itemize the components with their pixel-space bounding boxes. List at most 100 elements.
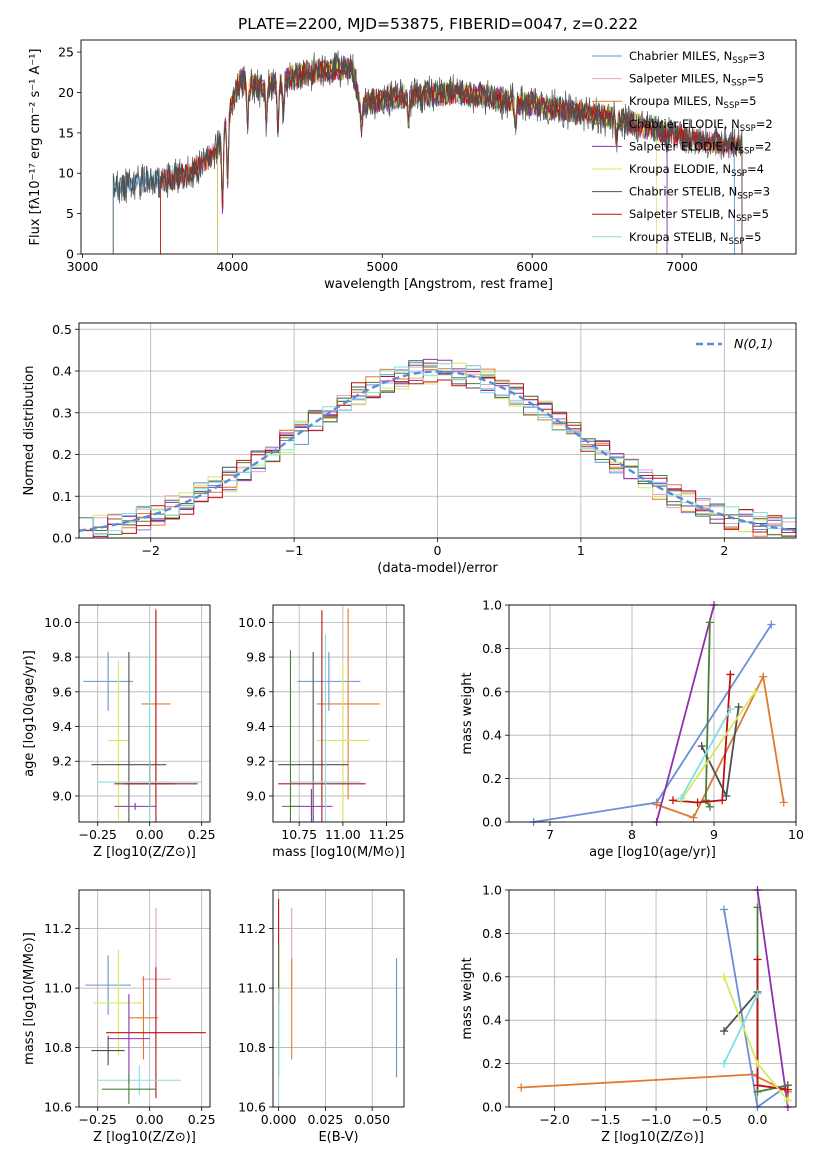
plus-marker: [759, 672, 768, 681]
y-tick-label: 9.2: [246, 754, 266, 769]
gaussian-curve: [79, 370, 796, 532]
y-tick-label: 0.8: [482, 926, 502, 941]
y-tick-label: 9.0: [246, 788, 266, 803]
x-tick-label: −2.0: [539, 1112, 569, 1127]
plus-marker: [726, 670, 735, 679]
plus-marker: [693, 798, 702, 807]
spectrum-xlabel: wavelength [Angstrom, rest frame]: [324, 277, 553, 292]
y-tick-label: 11.0: [44, 981, 72, 996]
x-tick-label: 7000: [666, 259, 698, 274]
x-tick-label: 0.00: [136, 1112, 164, 1127]
weight-line: [521, 1073, 789, 1101]
spectrum-ylabel: Flux [fλ10⁻¹⁷ erg cm⁻² s⁻¹ A⁻¹]: [28, 49, 43, 246]
plus-marker: [697, 742, 706, 751]
y-tick-label: 0.4: [52, 364, 72, 379]
y-tick-label: 0: [66, 247, 74, 262]
x-tick-label: 1: [577, 543, 585, 558]
x-tick-label: 0.00: [136, 827, 164, 842]
age_vs_Z-ylabel: age [log10(age/yr)]: [22, 650, 37, 777]
y-tick-label: 9.0: [52, 788, 72, 803]
y-tick-label: 1.0: [482, 598, 502, 613]
figure-title: PLATE=2200, MJD=53875, FIBERID=0047, z=0…: [238, 15, 638, 33]
weight-line: [723, 991, 759, 1032]
x-tick-label: −1.5: [590, 1112, 620, 1127]
y-tick-label: 20: [58, 85, 74, 100]
plus-marker: [718, 796, 727, 805]
plus-marker: [767, 620, 776, 629]
x-tick-label: 2: [720, 543, 728, 558]
age_vs_Z-points: [83, 608, 202, 822]
weight_vs_Z-ylabel: mass weight: [460, 957, 475, 1039]
plus-marker: [701, 796, 710, 805]
axes-frame: [508, 889, 797, 1108]
y-tick-label: 10: [58, 166, 74, 181]
weight-line: [655, 604, 715, 823]
y-tick-label: 0.5: [52, 322, 72, 337]
mass_vs_EBV-xlabel: E(B-V): [318, 1130, 358, 1145]
age_vs_Z-axes: −0.25 0.00 0.25 9.0 9.2 9.4 9.6 9.8 10.0 Z [log10…: [22, 604, 216, 860]
y-tick-label: 1.0: [482, 883, 502, 898]
legend-label: Kroupa STELIB, NSSP=5: [629, 230, 761, 247]
plus-marker: [705, 802, 714, 811]
plus-marker: [689, 813, 698, 822]
residuals-xlabel: (data-model)/error: [377, 561, 498, 576]
axes-frame: [78, 604, 211, 823]
plus-marker: [677, 794, 686, 803]
x-tick-label: 0.25: [188, 827, 216, 842]
x-tick-label: −1: [285, 543, 303, 558]
weight-line: [656, 673, 785, 819]
y-tick-label: 10.8: [44, 1040, 72, 1055]
plus-marker: [783, 1096, 792, 1105]
weight-line: [723, 993, 759, 1064]
x-tick-label: 8: [628, 827, 636, 842]
y-tick-label: 0.2: [482, 1056, 502, 1071]
x-tick-label: 9: [710, 827, 718, 842]
x-tick-label: 6000: [516, 259, 548, 274]
x-tick-label: 0: [434, 543, 442, 558]
spectrum-curves: [112, 50, 743, 254]
y-tick-label: 0.4: [482, 728, 502, 743]
y-tick-label: 10.0: [44, 615, 72, 630]
plus-marker: [719, 972, 728, 981]
x-tick-label: 10: [788, 827, 804, 842]
spectrum-axes: 3000 4000 5000 6000 7000 0 5 10 15 20 25 wavelength…: [28, 39, 797, 292]
plus-marker: [751, 687, 759, 696]
y-tick-label: 0.2: [52, 447, 72, 462]
legend-label: Kroupa MILES, NSSP=5: [629, 94, 756, 111]
age_vs_mass-points: [278, 608, 380, 822]
weight_vs_age-ylabel: mass weight: [460, 672, 475, 754]
y-tick-label: 25: [58, 45, 74, 60]
mass_vs_Z-xlabel: Z [log10(Z/Z⊙)]: [93, 1130, 196, 1145]
y-tick-label: 0.0: [52, 531, 72, 546]
y-tick-label: 5: [66, 206, 74, 221]
plus-marker: [753, 1059, 762, 1068]
x-tick-label: 0.0: [748, 1112, 768, 1127]
axes-frame: [272, 889, 405, 1108]
plus-marker: [779, 798, 788, 807]
x-tick-label: 11.00: [325, 827, 361, 842]
legend-label: Salpeter ELODIE, NSSP=2: [629, 139, 772, 156]
y-tick-label: 9.4: [52, 719, 72, 734]
y-tick-label: 15: [58, 125, 74, 140]
y-tick-label: 11.0: [238, 981, 266, 996]
y-tick-label: 0.3: [52, 405, 72, 420]
weight_vs_age-lines: [529, 601, 788, 826]
y-tick-label: 0.6: [482, 969, 502, 984]
plus-marker: [783, 1085, 792, 1094]
spectrum-line: [112, 50, 743, 254]
y-tick-label: 10.0: [238, 615, 266, 630]
y-tick-label: 9.2: [52, 754, 72, 769]
weight_vs_Z-lines: [517, 886, 792, 1111]
weight-line: [756, 889, 789, 1108]
y-tick-label: 0.8: [482, 641, 502, 656]
y-tick-label: 0.4: [482, 1013, 502, 1028]
plus-marker: [719, 1027, 728, 1036]
y-tick-label: 9.6: [52, 684, 72, 699]
x-tick-label: 0.000: [261, 1112, 297, 1127]
x-tick-label: 0.25: [188, 1112, 216, 1127]
x-tick-label: 5000: [366, 259, 398, 274]
weight_vs_age-xlabel: age [log10(age/yr)]: [589, 845, 716, 860]
weight-line: [680, 691, 756, 801]
x-tick-label: 11.25: [369, 827, 405, 842]
